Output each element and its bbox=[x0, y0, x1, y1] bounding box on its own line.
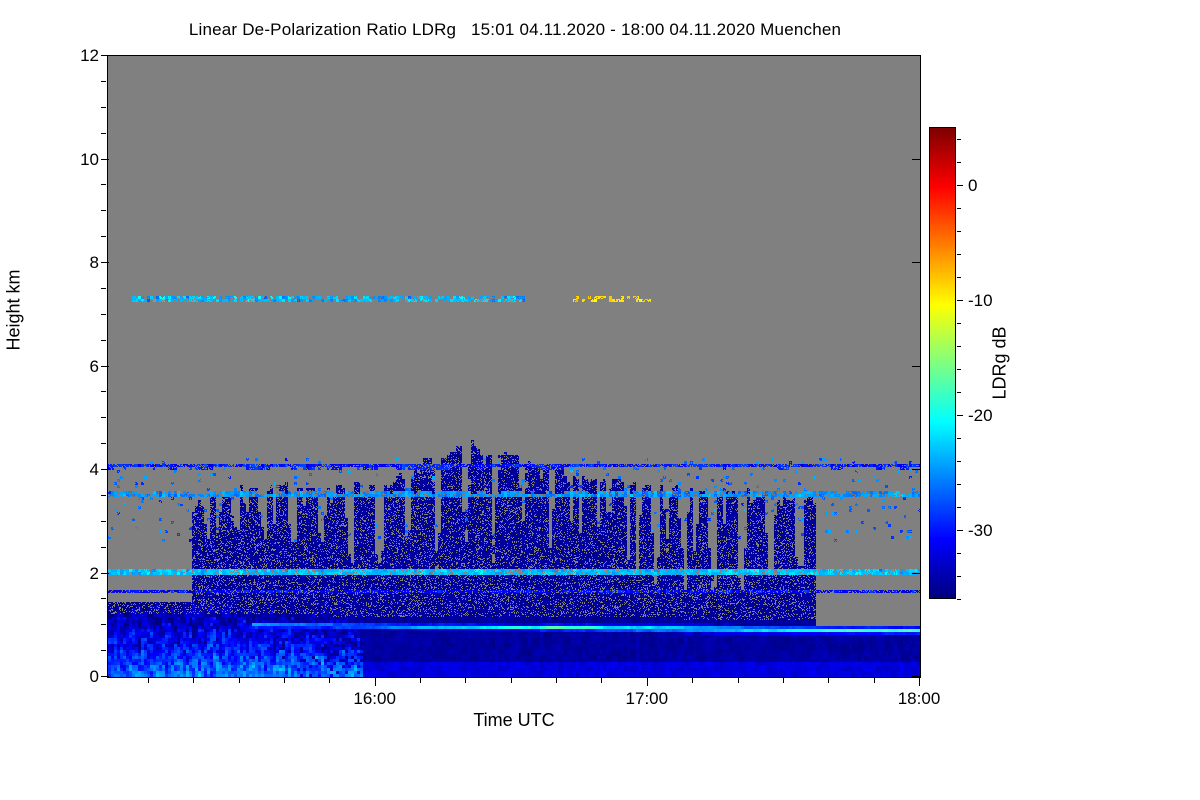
colorbar-tick-minor bbox=[957, 368, 961, 370]
colorbar-tick-minor bbox=[957, 230, 961, 232]
colorbar-tick-minor bbox=[957, 207, 961, 209]
colorbar-tick-label: -20 bbox=[968, 405, 993, 425]
colorbar-tick-label: 0 bbox=[968, 175, 978, 195]
x-tick-major bbox=[919, 677, 920, 686]
x-tick-minor bbox=[238, 677, 240, 683]
y-tick-major bbox=[101, 572, 109, 574]
colorbar-ticks: 0 -10 -20 -30 bbox=[929, 127, 1049, 600]
y-tick-minor bbox=[101, 546, 106, 548]
y-tick-minor bbox=[101, 313, 106, 315]
colorbar-tick-major bbox=[957, 299, 963, 301]
y-tick-major-right bbox=[912, 262, 920, 263]
y-tick-minor bbox=[101, 80, 106, 82]
y-tick-minor bbox=[101, 106, 106, 108]
x-tick-minor bbox=[692, 677, 694, 683]
x-tick-major bbox=[646, 677, 648, 686]
y-tick-minor bbox=[101, 236, 106, 238]
x-tick-minor bbox=[420, 677, 422, 683]
y-tick-minor bbox=[101, 443, 106, 445]
y-tick-major-right bbox=[912, 365, 920, 367]
colorbar-tick-label: -10 bbox=[968, 290, 993, 310]
colorbar-tick-minor bbox=[957, 437, 961, 439]
colorbar-tick-minor bbox=[957, 391, 961, 393]
colorbar-tick-minor bbox=[957, 345, 961, 347]
heatmap-canvas bbox=[108, 56, 920, 677]
y-tick-minor bbox=[101, 417, 106, 419]
y-tick-major bbox=[101, 262, 109, 263]
y-tick-minor bbox=[101, 624, 106, 626]
y-tick-minor bbox=[101, 598, 106, 600]
y-tick-minor bbox=[101, 494, 106, 496]
x-tick-label: 16:00 bbox=[353, 689, 396, 708]
page-title: Linear De-Polarization Ratio LDRg 15:01 … bbox=[188, 20, 842, 39]
x-tick-minor bbox=[601, 677, 603, 683]
x-tick-minor bbox=[329, 677, 331, 683]
x-tick-minor bbox=[465, 677, 467, 683]
colorbar-tick-minor bbox=[957, 552, 961, 554]
colorbar bbox=[929, 127, 956, 599]
y-tick-label: 10 bbox=[80, 149, 99, 169]
y-tick-label: 2 bbox=[89, 563, 99, 583]
colorbar-tick-minor bbox=[957, 599, 961, 600]
y-tick-major bbox=[101, 55, 109, 56]
y-tick-major-right bbox=[912, 676, 920, 677]
y-tick-label: 6 bbox=[89, 356, 99, 376]
y-tick-minor bbox=[101, 520, 106, 522]
y-tick-major bbox=[101, 158, 109, 160]
y-tick-major bbox=[101, 469, 109, 470]
y-tick-minor bbox=[101, 650, 106, 652]
y-tick-major-right bbox=[912, 469, 920, 470]
x-tick-label: 18:00 bbox=[897, 689, 941, 708]
x-tick-minor bbox=[283, 677, 285, 683]
colorbar-tick-minor bbox=[957, 138, 961, 140]
colorbar-tick-minor bbox=[957, 322, 961, 324]
x-tick-minor bbox=[782, 677, 784, 683]
colorbar-tick-minor bbox=[957, 276, 961, 278]
y-tick-minor bbox=[101, 391, 106, 393]
y-tick-label: 12 bbox=[80, 46, 99, 65]
y-tick-minor bbox=[101, 210, 106, 212]
y-tick-major-right bbox=[912, 158, 920, 160]
y-tick-major bbox=[101, 365, 109, 367]
x-axis-label: Time UTC bbox=[473, 710, 555, 730]
colorbar-tick-minor bbox=[957, 460, 961, 462]
x-tick-minor bbox=[147, 677, 149, 683]
y-tick-major-right bbox=[912, 55, 920, 56]
colorbar-tick-minor bbox=[957, 253, 961, 255]
x-tick-minor bbox=[556, 677, 558, 683]
x-axis: 16:00 17:00 18:00 bbox=[107, 677, 940, 747]
y-tick-minor bbox=[101, 184, 106, 186]
y-tick-minor bbox=[101, 132, 106, 134]
y-tick-label: 8 bbox=[89, 253, 99, 272]
colorbar-gradient bbox=[929, 127, 956, 599]
colorbar-tick-major bbox=[957, 529, 963, 531]
y-axis-label: Height km bbox=[3, 269, 24, 351]
x-tick-label: 17:00 bbox=[625, 689, 669, 708]
y-tick-minor bbox=[101, 287, 106, 289]
x-tick-major bbox=[374, 677, 376, 686]
colorbar-tick-minor bbox=[957, 161, 961, 163]
colorbar-tick-minor bbox=[957, 575, 961, 577]
y-tick-label: 4 bbox=[89, 460, 99, 479]
x-tick-minor bbox=[828, 677, 830, 683]
y-axis: 0 2 4 6 8 10 12 bbox=[0, 46, 99, 686]
y-tick-minor bbox=[101, 339, 106, 341]
ldr-heatmap-plot bbox=[107, 55, 921, 678]
colorbar-tick-major bbox=[957, 184, 963, 186]
x-tick-minor bbox=[873, 677, 875, 683]
y-tick-label: 0 bbox=[89, 667, 99, 686]
x-tick-minor bbox=[737, 677, 739, 683]
x-tick-minor bbox=[193, 677, 195, 683]
x-tick-minor bbox=[510, 677, 512, 683]
y-tick-major-right bbox=[912, 572, 920, 574]
colorbar-tick-minor bbox=[957, 483, 961, 485]
colorbar-tick-minor bbox=[957, 506, 961, 508]
colorbar-tick-label: -30 bbox=[968, 520, 993, 540]
colorbar-label: LDRg dB bbox=[989, 326, 1010, 400]
y-tick-major bbox=[101, 676, 109, 677]
colorbar-tick-major bbox=[957, 414, 963, 416]
